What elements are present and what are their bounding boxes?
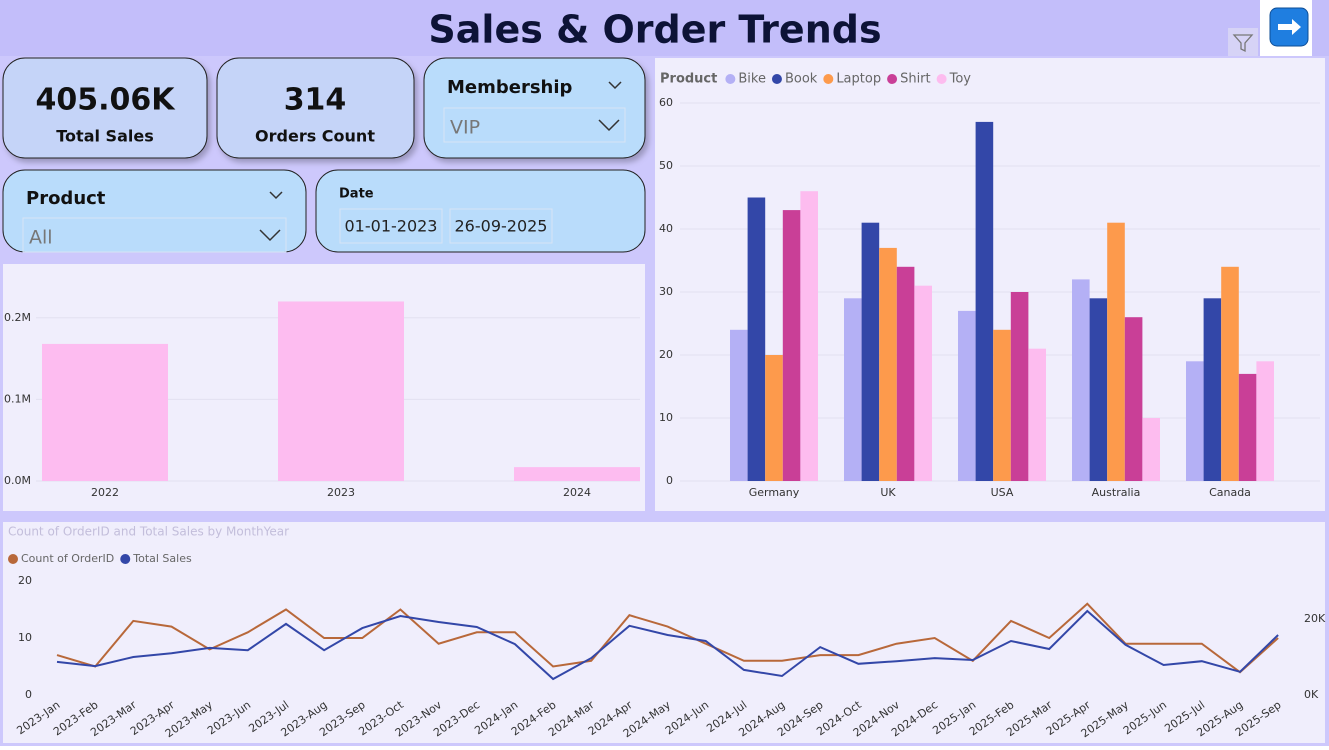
bar <box>958 310 976 481</box>
bar <box>975 121 994 482</box>
y-tick-label: 20 <box>659 348 673 361</box>
bar <box>844 298 862 481</box>
y-tick-label: 0.1M <box>4 392 31 405</box>
date-input[interactable] <box>449 208 553 244</box>
legend-label: Toy <box>949 72 972 87</box>
dropdown[interactable] <box>443 107 626 143</box>
filter-icon[interactable] <box>1228 28 1258 56</box>
y-tick-label: 40 <box>659 222 673 235</box>
y-tick-label: 0.2M <box>4 311 31 324</box>
x-tick-label: Germany <box>749 486 800 499</box>
bar <box>800 191 818 481</box>
legend-title: Product <box>660 72 717 87</box>
kpi-label: Orders Count <box>255 127 375 146</box>
y-tick-label: 0 <box>666 474 673 487</box>
y-tick-label: 50 <box>659 159 673 172</box>
legend-label: Laptop <box>836 72 881 87</box>
bar <box>896 266 915 481</box>
date-input[interactable] <box>339 208 443 244</box>
bar <box>730 329 748 481</box>
legend-marker <box>725 74 736 84</box>
bar <box>993 329 1011 481</box>
chevron[interactable] <box>259 229 281 242</box>
legend-label: Bike <box>738 72 766 87</box>
y-tick-label: 0.0M <box>4 474 31 487</box>
kpi-label: Total Sales <box>56 127 153 146</box>
y-tick-label: 0K <box>1304 688 1319 701</box>
chevron[interactable] <box>608 81 622 90</box>
bar <box>1142 418 1160 481</box>
y-tick-label: 30 <box>659 285 673 298</box>
kpi-value: 405.06K <box>35 83 176 118</box>
legend-marker <box>8 554 18 564</box>
kpi-card <box>2 57 208 159</box>
x-tick-label: Australia <box>1092 486 1141 499</box>
y-tick-label: 20 <box>18 574 32 587</box>
chevron[interactable] <box>598 119 620 132</box>
x-tick-label: UK <box>880 486 896 499</box>
kpi-card <box>216 57 415 159</box>
bar <box>782 210 801 481</box>
slicer-value[interactable]: VIP <box>450 117 480 139</box>
y-tick-label: 10 <box>659 411 673 424</box>
y-tick-label: 0 <box>25 688 32 701</box>
kpi-value: 314 <box>284 83 347 118</box>
bar <box>1221 266 1239 481</box>
bar <box>278 301 404 481</box>
y-tick-label: 60 <box>659 96 673 109</box>
legend-label: Book <box>785 72 818 87</box>
chevron[interactable] <box>269 191 283 200</box>
legend-marker <box>120 554 131 564</box>
nav-button[interactable] <box>1260 0 1312 56</box>
page-title: Sales & Order Trends <box>428 8 881 52</box>
slicer-title: Membership <box>447 77 573 98</box>
bar <box>514 467 640 481</box>
date-start[interactable]: 01-01-2023 <box>345 217 438 236</box>
y-tick-label: 10 <box>18 631 32 644</box>
bar <box>1256 361 1274 481</box>
panel <box>3 522 1325 743</box>
line <box>56 609 1279 681</box>
slicer-value[interactable]: All <box>29 227 53 249</box>
legend-marker <box>887 74 898 84</box>
bar <box>765 355 783 481</box>
slicer-title: Product <box>26 188 106 209</box>
chart-title: Count of OrderID and Total Sales by Mont… <box>8 525 289 539</box>
legend-marker <box>936 74 947 84</box>
slicer-title: Date <box>339 187 374 202</box>
date-end[interactable]: 26-09-2025 <box>455 217 548 236</box>
bar <box>1203 298 1222 481</box>
legend-label: Shirt <box>900 72 931 87</box>
header-band <box>0 0 1329 56</box>
bar <box>1089 298 1108 481</box>
bar <box>1072 279 1090 481</box>
bar <box>1028 348 1046 481</box>
legend-marker <box>823 74 834 84</box>
bar <box>1010 292 1029 481</box>
x-tick-label: 2023 <box>327 486 355 499</box>
x-tick-label: USA <box>991 486 1014 499</box>
x-tick-label: 2022 <box>91 486 119 499</box>
bar <box>914 285 932 481</box>
bar <box>879 247 897 481</box>
bar <box>1124 317 1143 481</box>
y-tick-label: 20K <box>1304 612 1326 625</box>
x-tick-label: Canada <box>1209 486 1251 499</box>
bar <box>1238 373 1257 481</box>
line <box>56 602 1279 674</box>
legend-marker <box>771 74 782 84</box>
bar <box>861 222 880 481</box>
bar <box>42 343 168 481</box>
bar <box>747 197 766 481</box>
x-tick-label: 2024 <box>563 486 591 499</box>
legend-label: Count of OrderID <box>21 552 114 565</box>
legend-label: Total Sales <box>132 552 192 565</box>
bar <box>1107 222 1125 481</box>
bar <box>1186 361 1204 481</box>
dropdown[interactable] <box>22 217 287 253</box>
